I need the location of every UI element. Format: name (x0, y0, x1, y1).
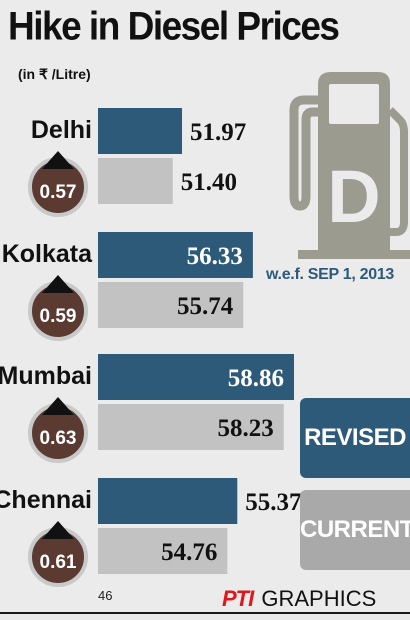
value-label-revised-delhi: 51.97 (190, 119, 246, 146)
bar-revised-chennai (98, 478, 238, 524)
footer-divider (0, 612, 410, 614)
chart-title: Hike in Diesel Prices (8, 4, 340, 49)
hike-value-delhi: 0.57 (40, 182, 77, 203)
bar-current-delhi (98, 158, 173, 204)
bar-revised-mumbai (98, 354, 294, 400)
legend-revised-label: REVISED (304, 424, 406, 451)
unit-label: (in ₹ /Litre) (18, 66, 91, 82)
city-label-chennai: Chennai (0, 486, 92, 514)
bar-current-chennai (98, 528, 228, 574)
bars-group: 51.97 51.40 Delhi 0.57 56.33 55.74 Kolkata 0.59… (0, 108, 410, 614)
value-label-revised-chennai: 55.37 (245, 489, 301, 516)
value-label-revised-kolkata: 56.33 (187, 243, 243, 270)
legend-revised: REVISED (300, 398, 410, 478)
credit: PTI GRAPHICS (222, 586, 376, 612)
effective-date-note: w.e.f. SEP 1, 2013 (266, 266, 395, 283)
hike-value-chennai: 0.61 (40, 552, 77, 573)
bar-revised-delhi (98, 108, 183, 154)
value-label-current-kolkata: 55.74 (177, 293, 234, 320)
value-label-current-delhi: 51.40 (181, 169, 237, 196)
legend-current: CURRENT (300, 490, 410, 570)
bar-current-kolkata (98, 282, 244, 328)
bar-current-mumbai (98, 404, 284, 450)
value-label-revised-mumbai: 58.86 (228, 365, 284, 392)
value-label-current-mumbai: 58.23 (218, 415, 274, 442)
city-label-kolkata: Kolkata (2, 240, 93, 268)
fuel-pump-icon: D (289, 72, 410, 259)
up-arrow-icon (42, 275, 74, 293)
credit-text: GRAPHICS (261, 586, 377, 611)
pti-logo: PTI (222, 586, 254, 611)
legend-current-label: CURRENT (300, 516, 410, 543)
city-label-mumbai: Mumbai (0, 362, 92, 390)
up-arrow-icon (42, 397, 74, 415)
value-label-current-chennai: 54.76 (161, 539, 217, 566)
hike-value-kolkata: 0.59 (40, 306, 77, 327)
city-label-delhi: Delhi (31, 116, 92, 144)
up-arrow-icon (42, 521, 74, 539)
up-arrow-icon (42, 151, 74, 169)
hike-value-mumbai: 0.63 (40, 428, 77, 449)
svg-text:D: D (327, 155, 380, 238)
page-number: 46 (98, 588, 113, 603)
bar-revised-kolkata (98, 232, 253, 278)
